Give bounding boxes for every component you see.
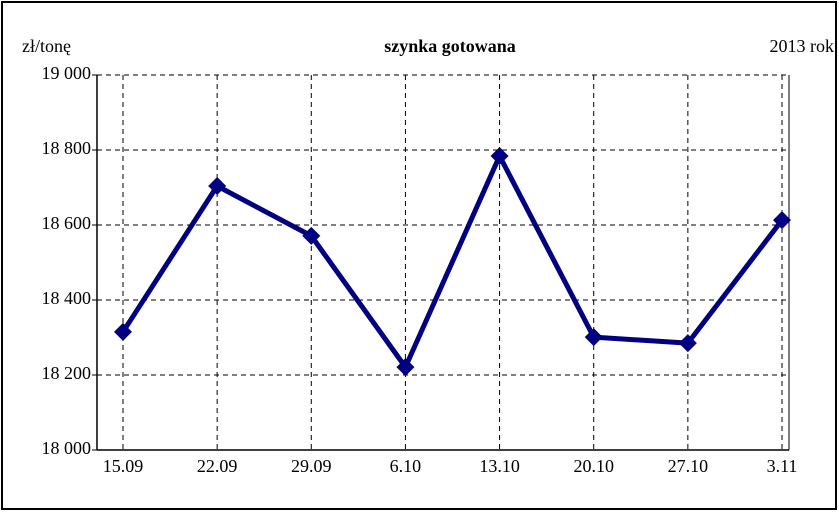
- marker: [678, 334, 697, 353]
- x-tick-label: 27.10: [668, 456, 709, 476]
- x-tick-label: 13.10: [479, 456, 520, 476]
- marker: [773, 211, 791, 230]
- x-tick-label: 3.11: [767, 456, 798, 476]
- y-tick-label: 18 800: [42, 138, 92, 158]
- annotation: 2013 rok: [770, 36, 835, 56]
- marker: [208, 177, 227, 195]
- x-tick-label: 29.09: [291, 456, 332, 476]
- y-tick-label: 18 400: [42, 288, 92, 308]
- line-series: [120, 153, 784, 370]
- y-tick-label: 18 000: [42, 438, 92, 458]
- chart-title: szynka gotowana: [384, 36, 516, 56]
- marker: [114, 322, 132, 341]
- y-tick-label: 19 000: [42, 63, 92, 83]
- y-tick-label: 18 200: [42, 363, 92, 383]
- marker: [396, 358, 415, 377]
- marker: [584, 328, 603, 347]
- y-tick-label: 18 600: [42, 213, 92, 233]
- x-tick-label: 20.10: [573, 456, 614, 476]
- x-tick-label: 15.09: [103, 456, 144, 476]
- marker: [302, 226, 321, 245]
- marker: [490, 147, 509, 165]
- y-axis-label: zł/tonę: [22, 36, 71, 56]
- x-tick-label: 22.09: [197, 456, 238, 476]
- x-tick-label: 6.10: [390, 456, 422, 476]
